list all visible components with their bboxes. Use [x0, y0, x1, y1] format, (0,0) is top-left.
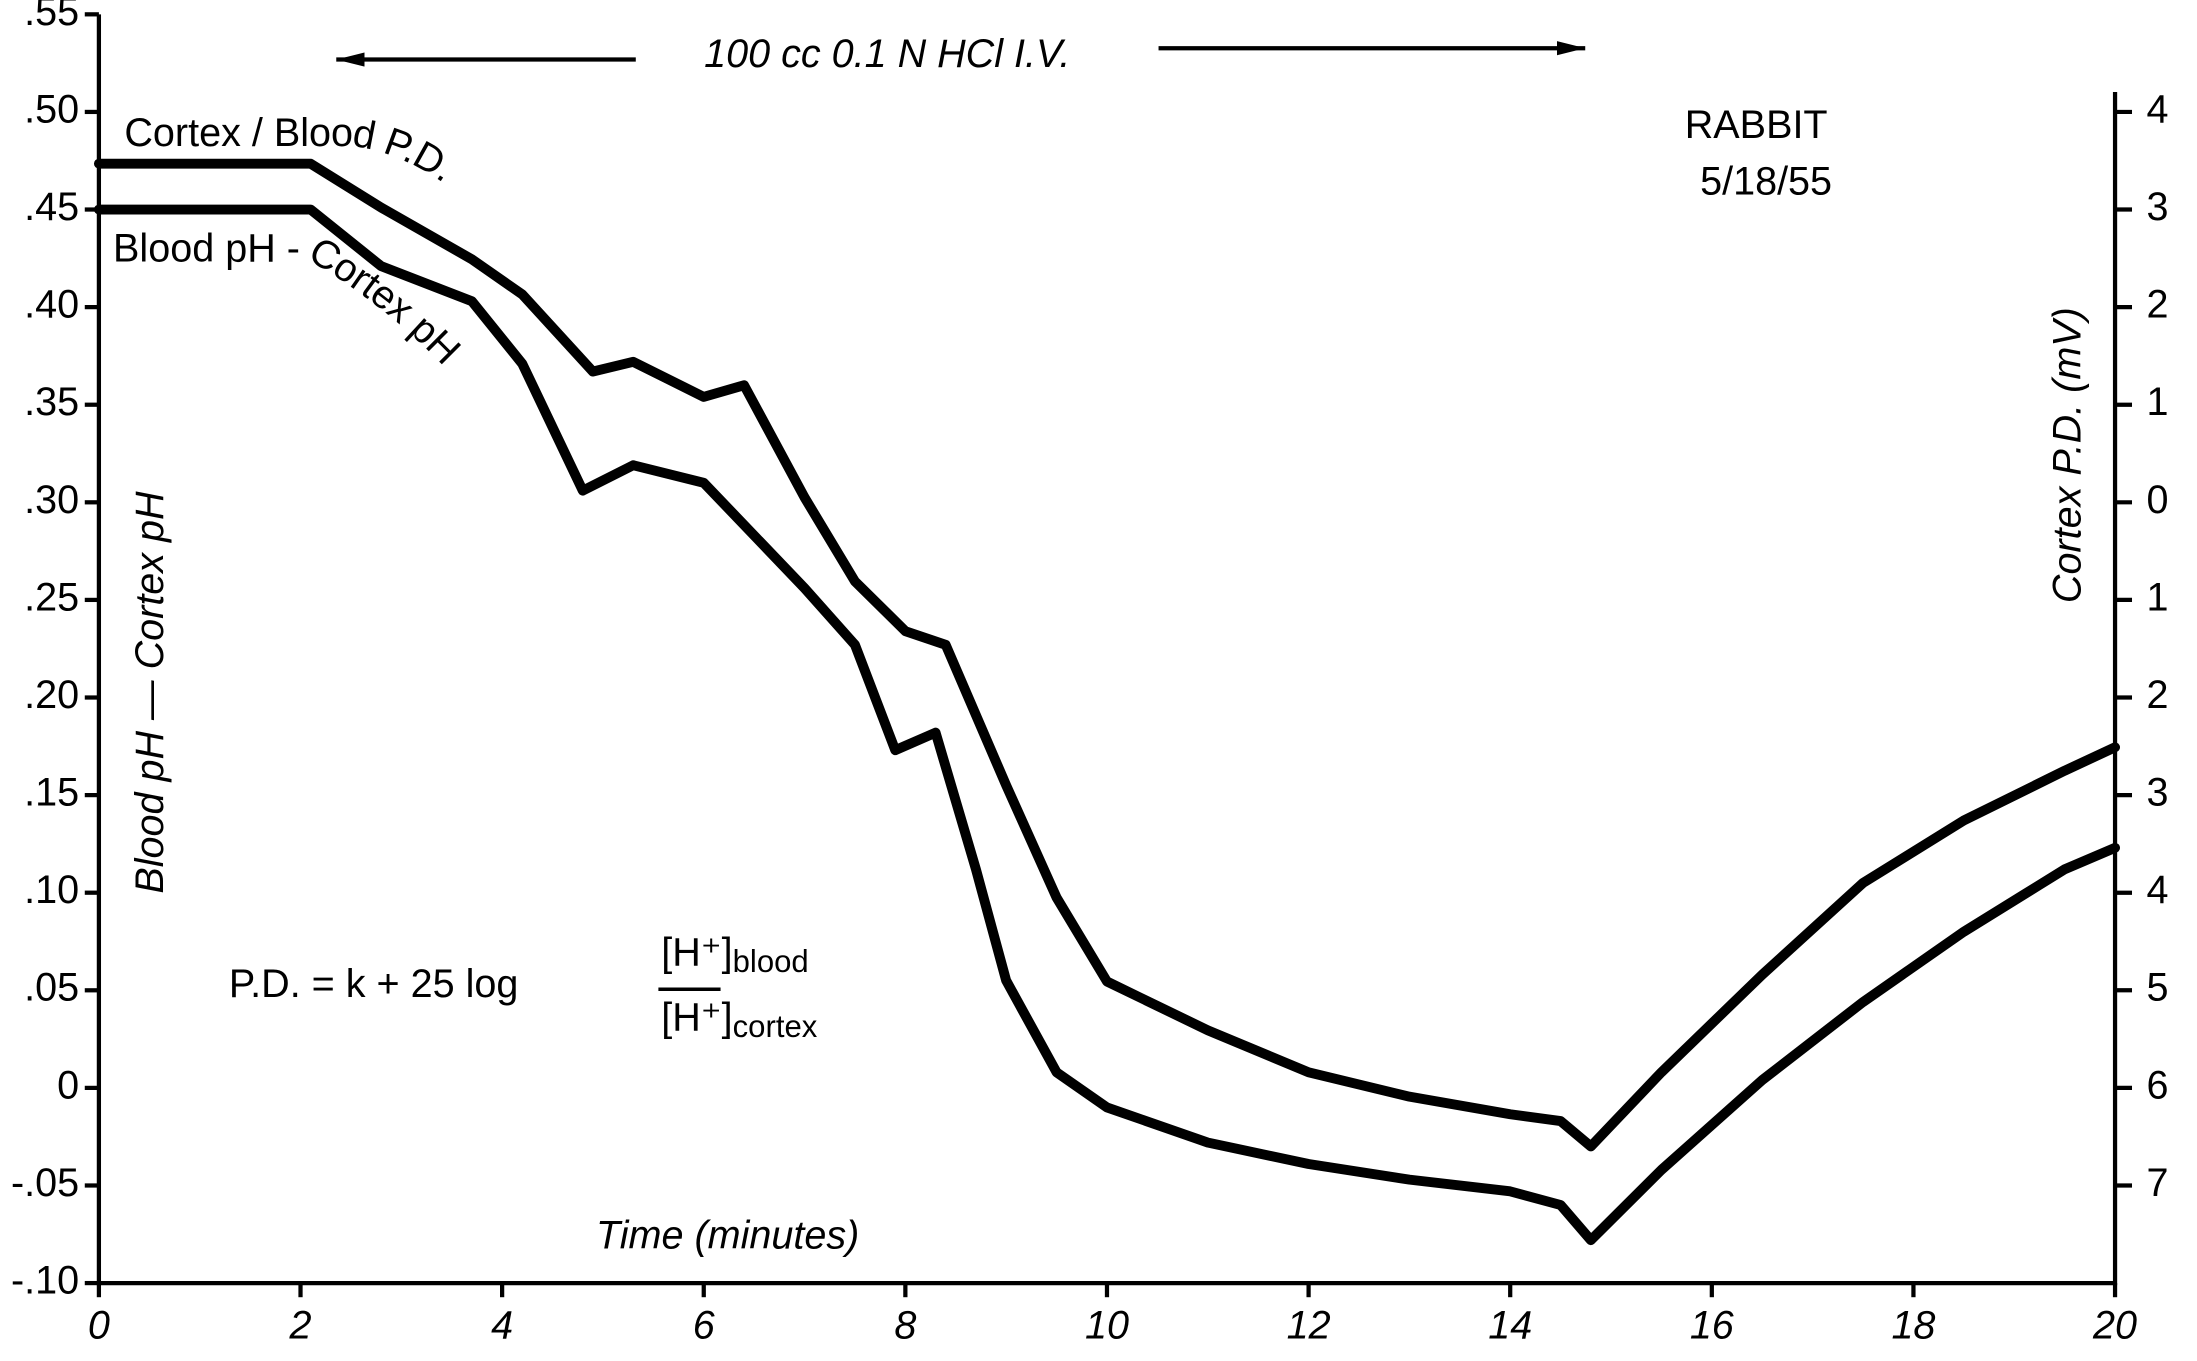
axes: [96, 14, 2118, 1286]
x-tick-label: 16: [1690, 1304, 1734, 1348]
y2-tick-label: 4: [2146, 87, 2168, 131]
date-label: 5/18/55: [1700, 159, 1832, 203]
x-tick-label: 20: [2092, 1304, 2137, 1348]
formula-numerator-sub: blood: [733, 944, 809, 979]
formula-denominator-main: [H⁺]: [661, 996, 732, 1040]
y-tick-label: .25: [24, 575, 79, 619]
x-tick-label: 2: [289, 1304, 312, 1348]
y2-tick-label: 7: [2146, 1161, 2168, 1205]
y-tick-label: .35: [24, 380, 79, 424]
y2-tick-label: 3: [2146, 771, 2168, 815]
y-tick-label: -.10: [11, 1259, 79, 1303]
y-tick-label: .45: [24, 185, 79, 229]
y2-tick-label: 4: [2146, 868, 2168, 912]
series-label-text: Blood pH - Cortex pH: [113, 227, 469, 373]
x-tick-label: 8: [894, 1304, 916, 1348]
y-tick-label: .20: [24, 673, 79, 717]
y2-tick-label: 2: [2146, 673, 2168, 717]
y-tick-label: -.05: [11, 1161, 79, 1205]
y2-tick-label: 2: [2146, 283, 2168, 327]
y2-tick-label: 1: [2146, 575, 2168, 619]
formula-denominator-sub: cortex: [733, 1009, 818, 1044]
x-tick-label: 14: [1488, 1304, 1532, 1348]
x-tick-label: 0: [88, 1304, 110, 1348]
x-axis-label: Time (minutes): [596, 1213, 859, 1257]
x-tick-label: 6: [693, 1304, 715, 1348]
y2-axis-label: Cortex P.D. (mV): [2045, 307, 2089, 603]
y2-tick-label: 1: [2146, 380, 2168, 424]
y-tick-label: .05: [24, 966, 79, 1010]
y-tick-label: .55: [24, 0, 79, 34]
y-tick-label: .50: [24, 87, 79, 131]
formula-numerator: [H⁺]blood: [661, 931, 808, 979]
x-tick-label: 10: [1085, 1304, 1129, 1348]
y2-tick-label: 5: [2146, 966, 2168, 1010]
y2-tick-label: 3: [2146, 185, 2168, 229]
series-label: Cortex / Blood P.D.: [124, 111, 463, 191]
y-tick-label: .30: [24, 478, 79, 522]
formula-denominator: [H⁺]cortex: [661, 996, 818, 1044]
x-tick-label: 18: [1891, 1304, 1935, 1348]
data-line: [93, 204, 2120, 1246]
x-tick-label: 12: [1287, 1304, 1331, 1348]
y-tick-label: .10: [24, 868, 79, 912]
y2-tick-label: 0: [2146, 478, 2168, 522]
infusion-annotation: 100 cc 0.1 N HCl I.V.: [704, 32, 1070, 76]
y2-tick-label: 6: [2146, 1063, 2168, 1107]
y-axis-label: Blood pH — Cortex pH: [128, 491, 172, 894]
y-tick-label: .15: [24, 771, 79, 815]
y-tick-label: .40: [24, 283, 79, 327]
series-label: Blood pH - Cortex pH: [113, 227, 469, 373]
formula-numerator-main: [H⁺]: [661, 931, 732, 975]
formula-lhs: P.D. = k + 25 log: [229, 962, 518, 1006]
x-tick-label: 4: [491, 1304, 513, 1348]
subject-label: RABBIT: [1685, 103, 1828, 147]
y-tick-label: 0: [57, 1063, 79, 1107]
series-label-text: Cortex / Blood P.D.: [124, 111, 463, 191]
data-line: [93, 158, 2120, 1152]
